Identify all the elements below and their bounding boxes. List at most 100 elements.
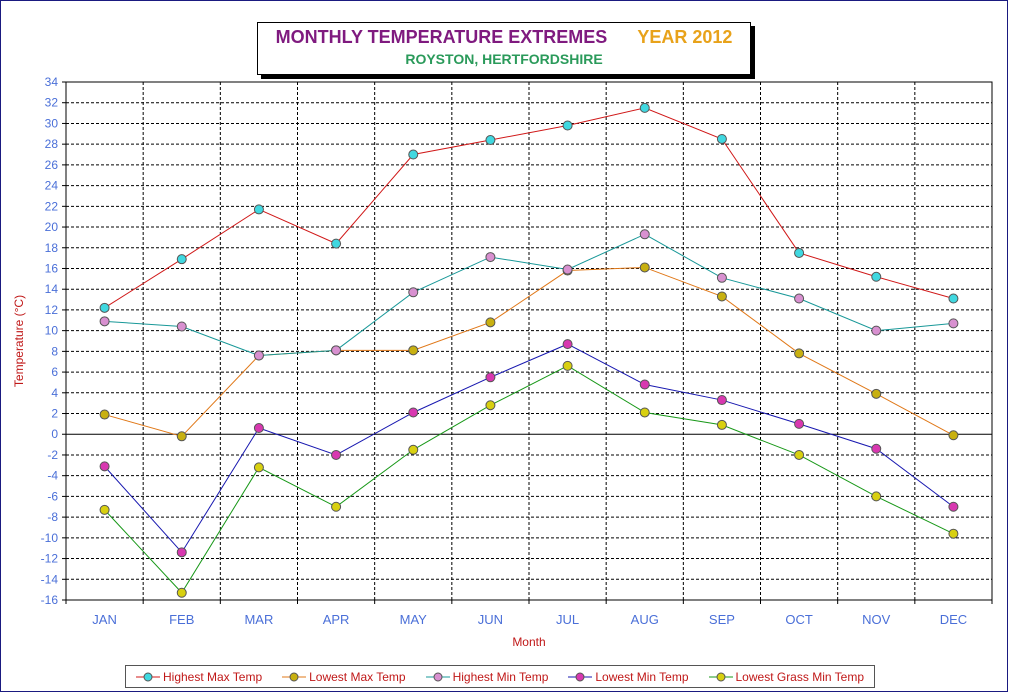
y-tick-label: -12	[41, 552, 59, 566]
data-point-lowest-max-temp	[639, 262, 650, 273]
x-tick-label: SEP	[709, 612, 735, 627]
legend-label: Lowest Max Temp	[309, 669, 406, 684]
data-point-highest-max-temp	[485, 135, 496, 146]
legend-item-highest-min-temp: Highest Min Temp	[425, 669, 549, 684]
data-point-lowest-grass-min-temp	[948, 528, 959, 539]
y-tick-label: 10	[45, 324, 59, 338]
legend-label: Lowest Grass Min Temp	[735, 669, 865, 684]
chart-legend: Highest Max Temp Lowest Max Temp Highest M…	[125, 665, 875, 688]
y-tick-label: 18	[45, 241, 59, 255]
y-tick-label: -2	[47, 448, 58, 462]
legend-label: Lowest Min Temp	[595, 669, 689, 684]
y-tick-label: -8	[47, 510, 58, 524]
y-tick-label: -4	[47, 469, 58, 483]
x-tick-label: MAR	[244, 612, 273, 627]
y-tick-label: 26	[45, 158, 59, 172]
chart-year: YEAR 2012	[637, 27, 733, 47]
legend-item-lowest-max-temp: Lowest Max Temp	[282, 670, 406, 684]
data-point-lowest-grass-min-temp	[639, 407, 650, 418]
data-point-highest-max-temp	[253, 204, 264, 215]
data-point-lowest-min-temp	[408, 407, 419, 418]
legend-item-highest-max-temp: Highest Max Temp	[135, 670, 262, 684]
data-point-lowest-max-temp	[485, 317, 496, 328]
data-point-highest-min-temp	[871, 325, 882, 336]
x-tick-label: JUL	[556, 612, 579, 627]
data-point-highest-min-temp	[485, 252, 496, 263]
data-point-lowest-min-temp	[253, 423, 264, 434]
data-point-highest-max-temp	[871, 271, 882, 282]
data-point-highest-min-temp	[562, 264, 573, 275]
chart-title: MONTHLY TEMPERATURE EXTREMES	[275, 27, 608, 47]
series-line-highest-min-temp	[104, 233, 954, 357]
data-point-highest-max-temp	[794, 247, 805, 258]
data-point-highest-min-temp	[99, 316, 110, 327]
x-tick-label: OCT	[785, 612, 813, 627]
data-point-lowest-grass-min-temp	[485, 400, 496, 411]
y-tick-label: -16	[41, 593, 59, 607]
data-point-lowest-min-temp	[331, 449, 342, 460]
x-tick-label: MAY	[400, 612, 428, 627]
data-point-lowest-grass-min-temp	[253, 462, 264, 473]
y-tick-label: 6	[51, 365, 58, 379]
data-point-lowest-min-temp	[639, 379, 650, 390]
data-point-lowest-grass-min-temp	[176, 587, 187, 598]
data-point-lowest-max-temp	[716, 291, 727, 302]
x-tick-label: FEB	[169, 612, 194, 627]
legend-swatch	[708, 672, 733, 681]
data-point-lowest-min-temp	[562, 339, 573, 350]
y-tick-label: 8	[51, 344, 58, 358]
data-point-highest-max-temp	[639, 102, 650, 113]
data-point-lowest-max-temp	[794, 348, 805, 359]
data-point-lowest-max-temp	[99, 409, 110, 420]
x-tick-label: NOV	[862, 612, 891, 627]
y-tick-label: 20	[45, 220, 59, 234]
y-tick-label: -10	[41, 531, 59, 545]
data-point-lowest-min-temp	[871, 443, 882, 454]
y-tick-label: 14	[45, 282, 59, 296]
legend-swatch	[282, 672, 307, 681]
data-point-highest-min-temp	[176, 321, 187, 332]
data-point-lowest-grass-min-temp	[562, 360, 573, 371]
y-tick-label: 16	[45, 261, 59, 275]
data-point-lowest-min-temp	[176, 547, 187, 558]
data-point-lowest-min-temp	[794, 418, 805, 429]
data-point-lowest-min-temp	[99, 461, 110, 472]
data-point-lowest-grass-min-temp	[794, 449, 805, 460]
legend-swatch	[135, 672, 160, 681]
y-tick-label: -14	[41, 572, 59, 586]
y-tick-label: 32	[45, 96, 59, 110]
x-axis-label: Month	[512, 635, 545, 649]
legend-swatch	[425, 672, 450, 681]
data-point-highest-max-temp	[948, 293, 959, 304]
legend-item-lowest-min-temp: Lowest Min Temp	[568, 669, 689, 684]
series-line-highest-max-temp	[104, 107, 954, 309]
y-tick-label: 34	[45, 75, 59, 89]
data-point-highest-max-temp	[331, 238, 342, 249]
data-point-lowest-min-temp	[485, 372, 496, 383]
y-tick-label: 30	[45, 116, 59, 130]
y-tick-label: -6	[47, 489, 58, 503]
y-tick-label: 0	[51, 427, 58, 441]
data-point-lowest-grass-min-temp	[871, 491, 882, 502]
legend-swatch	[568, 672, 593, 681]
y-tick-label: 2	[51, 407, 58, 421]
chart-subtitle: ROYSTON, HERTFORDSHIRE	[405, 51, 603, 67]
data-point-highest-min-temp	[794, 293, 805, 304]
data-point-highest-max-temp	[99, 302, 110, 313]
data-point-highest-min-temp	[408, 287, 419, 298]
data-point-lowest-min-temp	[948, 501, 959, 512]
x-tick-label: DEC	[940, 612, 967, 627]
data-point-lowest-min-temp	[716, 395, 727, 406]
y-tick-label: 4	[51, 386, 58, 400]
data-point-highest-min-temp	[331, 345, 342, 356]
data-point-highest-max-temp	[408, 149, 419, 160]
legend-label: Highest Min Temp	[452, 669, 549, 684]
data-point-lowest-grass-min-temp	[99, 504, 110, 515]
y-tick-label: 12	[45, 303, 59, 317]
data-point-highest-min-temp	[948, 318, 959, 329]
data-point-lowest-grass-min-temp	[408, 444, 419, 455]
data-point-highest-max-temp	[562, 120, 573, 131]
y-tick-label: 24	[45, 179, 59, 193]
